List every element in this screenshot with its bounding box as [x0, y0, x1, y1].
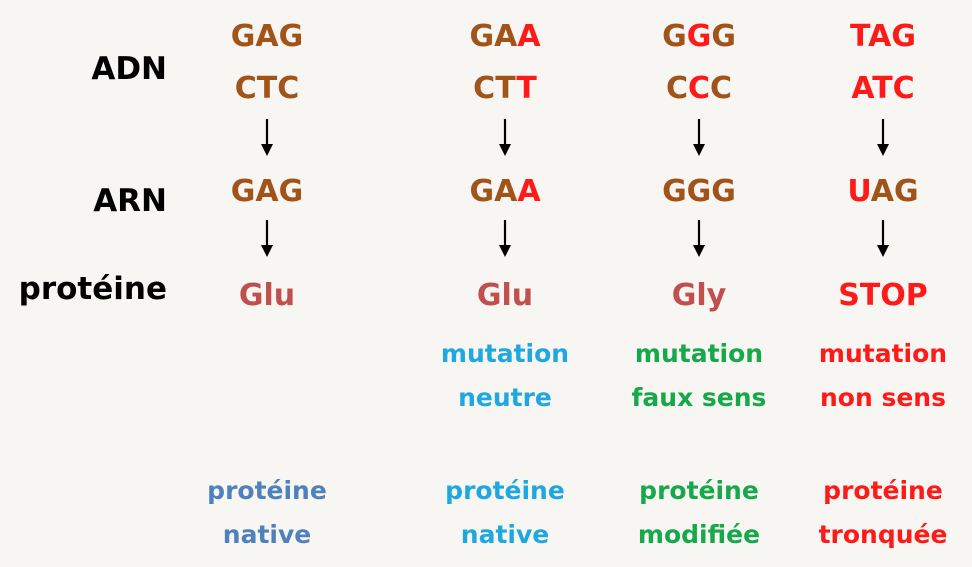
- nucleotide-segment: GAG: [230, 19, 304, 54]
- mutation-type-line2: non sens: [820, 383, 946, 412]
- nucleotide-segment: G: [662, 19, 687, 54]
- nucleotide-segment: U: [847, 174, 871, 209]
- nucleotide-segment: GGG: [662, 174, 736, 209]
- amino-acid: STOP: [838, 278, 928, 313]
- nucleotide-segment: A: [517, 174, 541, 209]
- down-arrow-icon: [261, 119, 273, 156]
- down-arrow-icon: [261, 220, 273, 257]
- amino-acid: Glu: [476, 278, 534, 313]
- mutation-type-line2: neutre: [458, 383, 552, 412]
- dna-top-codon: GAA: [469, 22, 540, 52]
- nucleotide-segment: GAG: [230, 174, 304, 209]
- protein-result-line1: protéine: [823, 476, 943, 505]
- amino-acid: Gly: [671, 278, 727, 313]
- protein-result-line1: protéine: [639, 476, 759, 505]
- nucleotide-segment: AG: [870, 174, 919, 209]
- dna-bottom-codon: CCC: [666, 74, 732, 104]
- dna-top-codon: GGG: [662, 22, 736, 52]
- down-arrow-icon: [693, 119, 705, 156]
- mutation-type-line1: mutation: [634, 339, 764, 368]
- protein-result-line2: native: [460, 520, 550, 549]
- protein-result-line2: modifiée: [637, 520, 761, 549]
- label-adn: ADN: [91, 51, 167, 87]
- rna-codon: UAG: [847, 177, 918, 207]
- dna-top-codon: TAG: [850, 22, 916, 52]
- down-arrow-icon: [693, 220, 705, 257]
- mutation-type-line1: mutation: [440, 339, 570, 368]
- nucleotide-segment: CTC: [234, 71, 300, 106]
- mutation-type-line1: mutation: [818, 339, 948, 368]
- nucleotide-segment: CT: [473, 71, 517, 106]
- down-arrow-icon: [499, 119, 511, 156]
- label-arn: ARN: [93, 183, 167, 219]
- down-arrow-icon: [877, 220, 889, 257]
- nucleotide-segment: T: [516, 71, 537, 106]
- amino-acid: Glu: [238, 278, 296, 313]
- protein-result-line1: protéine: [445, 476, 565, 505]
- nucleotide-segment: TAG: [850, 19, 916, 54]
- dna-top-codon: GAG: [231, 22, 303, 52]
- protein-result-line2: tronquée: [818, 520, 948, 549]
- nucleotide-segment: C: [710, 71, 733, 106]
- label-proteine: protéine: [18, 271, 167, 307]
- rna-codon: GAA: [469, 177, 540, 207]
- down-arrow-icon: [877, 119, 889, 156]
- nucleotide-segment: A: [517, 19, 541, 54]
- rna-codon: GAG: [231, 177, 303, 207]
- nucleotide-segment: C: [687, 71, 711, 106]
- nucleotide-segment: G: [686, 19, 712, 54]
- nucleotide-segment: GA: [469, 174, 518, 209]
- mutation-type-line2: faux sens: [631, 383, 767, 412]
- dna-bottom-codon: ATC: [851, 74, 914, 104]
- down-arrow-icon: [499, 220, 511, 257]
- nucleotide-segment: ATC: [851, 71, 915, 106]
- nucleotide-segment: G: [711, 19, 736, 54]
- nucleotide-segment: C: [665, 71, 688, 106]
- protein-result-line2: native: [222, 520, 312, 549]
- nucleotide-segment: GA: [469, 19, 518, 54]
- rna-codon: GGG: [662, 177, 736, 207]
- dna-bottom-codon: CTT: [473, 74, 537, 104]
- dna-bottom-codon: CTC: [235, 74, 300, 104]
- protein-result-line1: protéine: [207, 476, 327, 505]
